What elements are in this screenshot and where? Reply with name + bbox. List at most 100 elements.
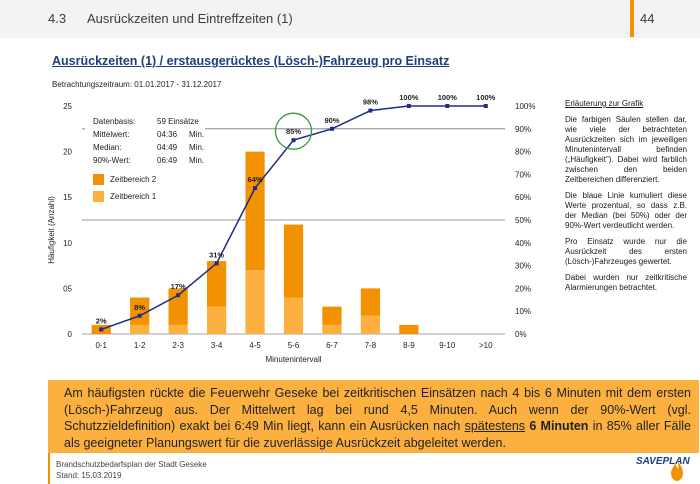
cumulative-point [445,104,450,108]
x-tick-label: 1-2 [134,341,146,350]
cumulative-label: 100% [438,93,458,102]
cumulative-point [368,108,373,113]
cumulative-point [406,104,411,108]
stats-unit: Min. [189,143,205,152]
summary-bold: 6 Minuten [529,419,589,433]
period-label: Betrachtungszeitraum: 01.01.2017 - 31.12… [52,80,222,89]
y2-tick-label: 30% [515,262,531,271]
x-tick-label: 4-5 [249,341,261,350]
x-tick-label: 6-7 [326,341,338,350]
header-band [0,0,700,38]
y2-tick-label: 40% [515,239,531,248]
x-tick-label: 7-8 [365,341,377,350]
cumulative-label: 17% [171,282,186,291]
stats-legend-box: Datenbasis: 59 Einsätze Mittelwert: 04:3… [85,112,205,208]
footer-date: Stand: 15.03.2019 [56,471,122,480]
bar-zeitbereich2 [283,224,304,298]
y2-tick-label: 60% [515,193,531,202]
page-number: 44 [640,11,655,26]
bar-zeitbereich1 [283,297,304,334]
flame-logo-icon [671,459,683,481]
histogram-chart: 0 05 10 15 20 25 0% 10% 20% 30% 40% 50% 60% 70% 80% 90%… [47,93,535,364]
stats-value: 04:36 [157,130,178,139]
stats-label: Median: [93,143,122,152]
stats-value: 59 Einsätze [157,117,199,126]
cumulative-point [483,104,488,108]
header-accent-bar [630,0,634,37]
cumulative-point [99,327,104,332]
y2-tick-label: 20% [515,284,531,293]
bar-zeitbereich2 [245,151,265,271]
cumulative-point [253,186,258,191]
bar-zeitbereich2 [322,306,342,325]
stats-unit: Min. [189,156,205,165]
y-tick-label: 25 [63,102,72,111]
y-axis-title: Häufigkeit (Anzahl) [47,196,56,264]
bar-zeitbereich2 [206,261,227,307]
explanation-heading: Erläuterung zur Grafik [565,99,644,108]
cumulative-point [176,293,181,298]
explanation-panel: Erläuterung zur Grafik Die farbigen Säul… [565,99,687,299]
cumulative-label: 2% [96,316,107,325]
explanation-paragraph: Die blaue Linie kumuliert diese Werte pr… [565,191,687,230]
stats-value: 04:49 [157,143,178,152]
explanation-paragraph: Die farbigen Säulen stellen dar, wie vie… [565,115,687,184]
cumulative-label: 8% [134,303,145,312]
y-tick-label: 15 [63,193,72,202]
x-tick-label: 3-4 [211,341,223,350]
explanation-paragraph: Pro Einsatz wurde nur die Ausrückzeit de… [565,237,687,266]
cumulative-label: 31% [209,250,224,259]
bar-zeitbereich2 [360,288,381,316]
highlight-circle [274,112,313,150]
x-tick-label: 2-3 [172,341,184,350]
x-tick-label: 0-1 [95,341,107,350]
bar-zeitbereich1 [168,324,188,334]
y-tick-label: 10 [63,239,72,248]
y2-tick-label: 0% [515,330,527,339]
bar-zeitbereich1 [245,270,265,334]
bar-zeitbereich1 [130,324,150,334]
cumulative-label: 98% [363,98,378,107]
x-tick-label: >10 [479,341,493,350]
stats-label: Mittelwert: [93,130,130,139]
legend-swatch-zeitbereich1 [93,191,104,202]
cumulative-label: 90% [324,116,339,125]
footer-accent-line [48,453,50,484]
cumulative-label: 64% [248,175,263,184]
y2-tick-label: 10% [515,307,531,316]
x-axis-title: Minutenintervall [265,355,321,364]
cumulative-label: 85% [286,127,301,136]
legend-swatch-zeitbereich2 [93,174,104,185]
x-tick-label: 5-6 [288,341,300,350]
legend-label-zeitbereich1: Zeitbereich 1 [110,192,157,201]
summary-underlined: spätestens [464,419,526,433]
stats-value: 06:49 [157,156,178,165]
bar-zeitbereich1 [322,324,342,334]
y2-tick-label: 80% [515,148,531,157]
legend-label-zeitbereich2: Zeitbereich 2 [110,175,157,184]
y2-tick-label: 50% [515,216,531,225]
y2-tick-label: 100% [515,102,535,111]
x-tick-label: 9-10 [439,341,456,350]
explanation-paragraph: Dabei wurden nur zeitkritische Alarmieru… [565,273,687,292]
stats-unit: Min. [189,130,205,139]
y-tick-label: 20 [63,148,72,157]
x-tick-label: 8-9 [403,341,415,350]
cumulative-point [137,313,142,318]
saveplan-logo: SAVEPLAN [636,456,690,467]
bar-zeitbereich1 [360,315,381,334]
y2-tick-label: 90% [515,125,531,134]
section-number: 4.3 [48,11,67,26]
y2-tick-label: 70% [515,170,531,179]
cumulative-label: 100% [476,93,496,102]
stats-label: 90%-Wert: [93,156,131,165]
cumulative-label: 100% [399,93,419,102]
bar-zeitbereich1 [206,306,227,334]
cumulative-point [291,138,296,143]
stats-label: Datenbasis: [93,117,136,126]
cumulative-point [214,261,219,266]
summary-text-end: in 85% aller Fälle als geeigneter Planun… [64,419,691,450]
bar-zeitbereich2 [399,324,419,334]
summary-box: Am häufigsten rückte die Feuerwehr Gesek… [48,380,699,453]
y-tick-label: 0 [68,330,73,339]
